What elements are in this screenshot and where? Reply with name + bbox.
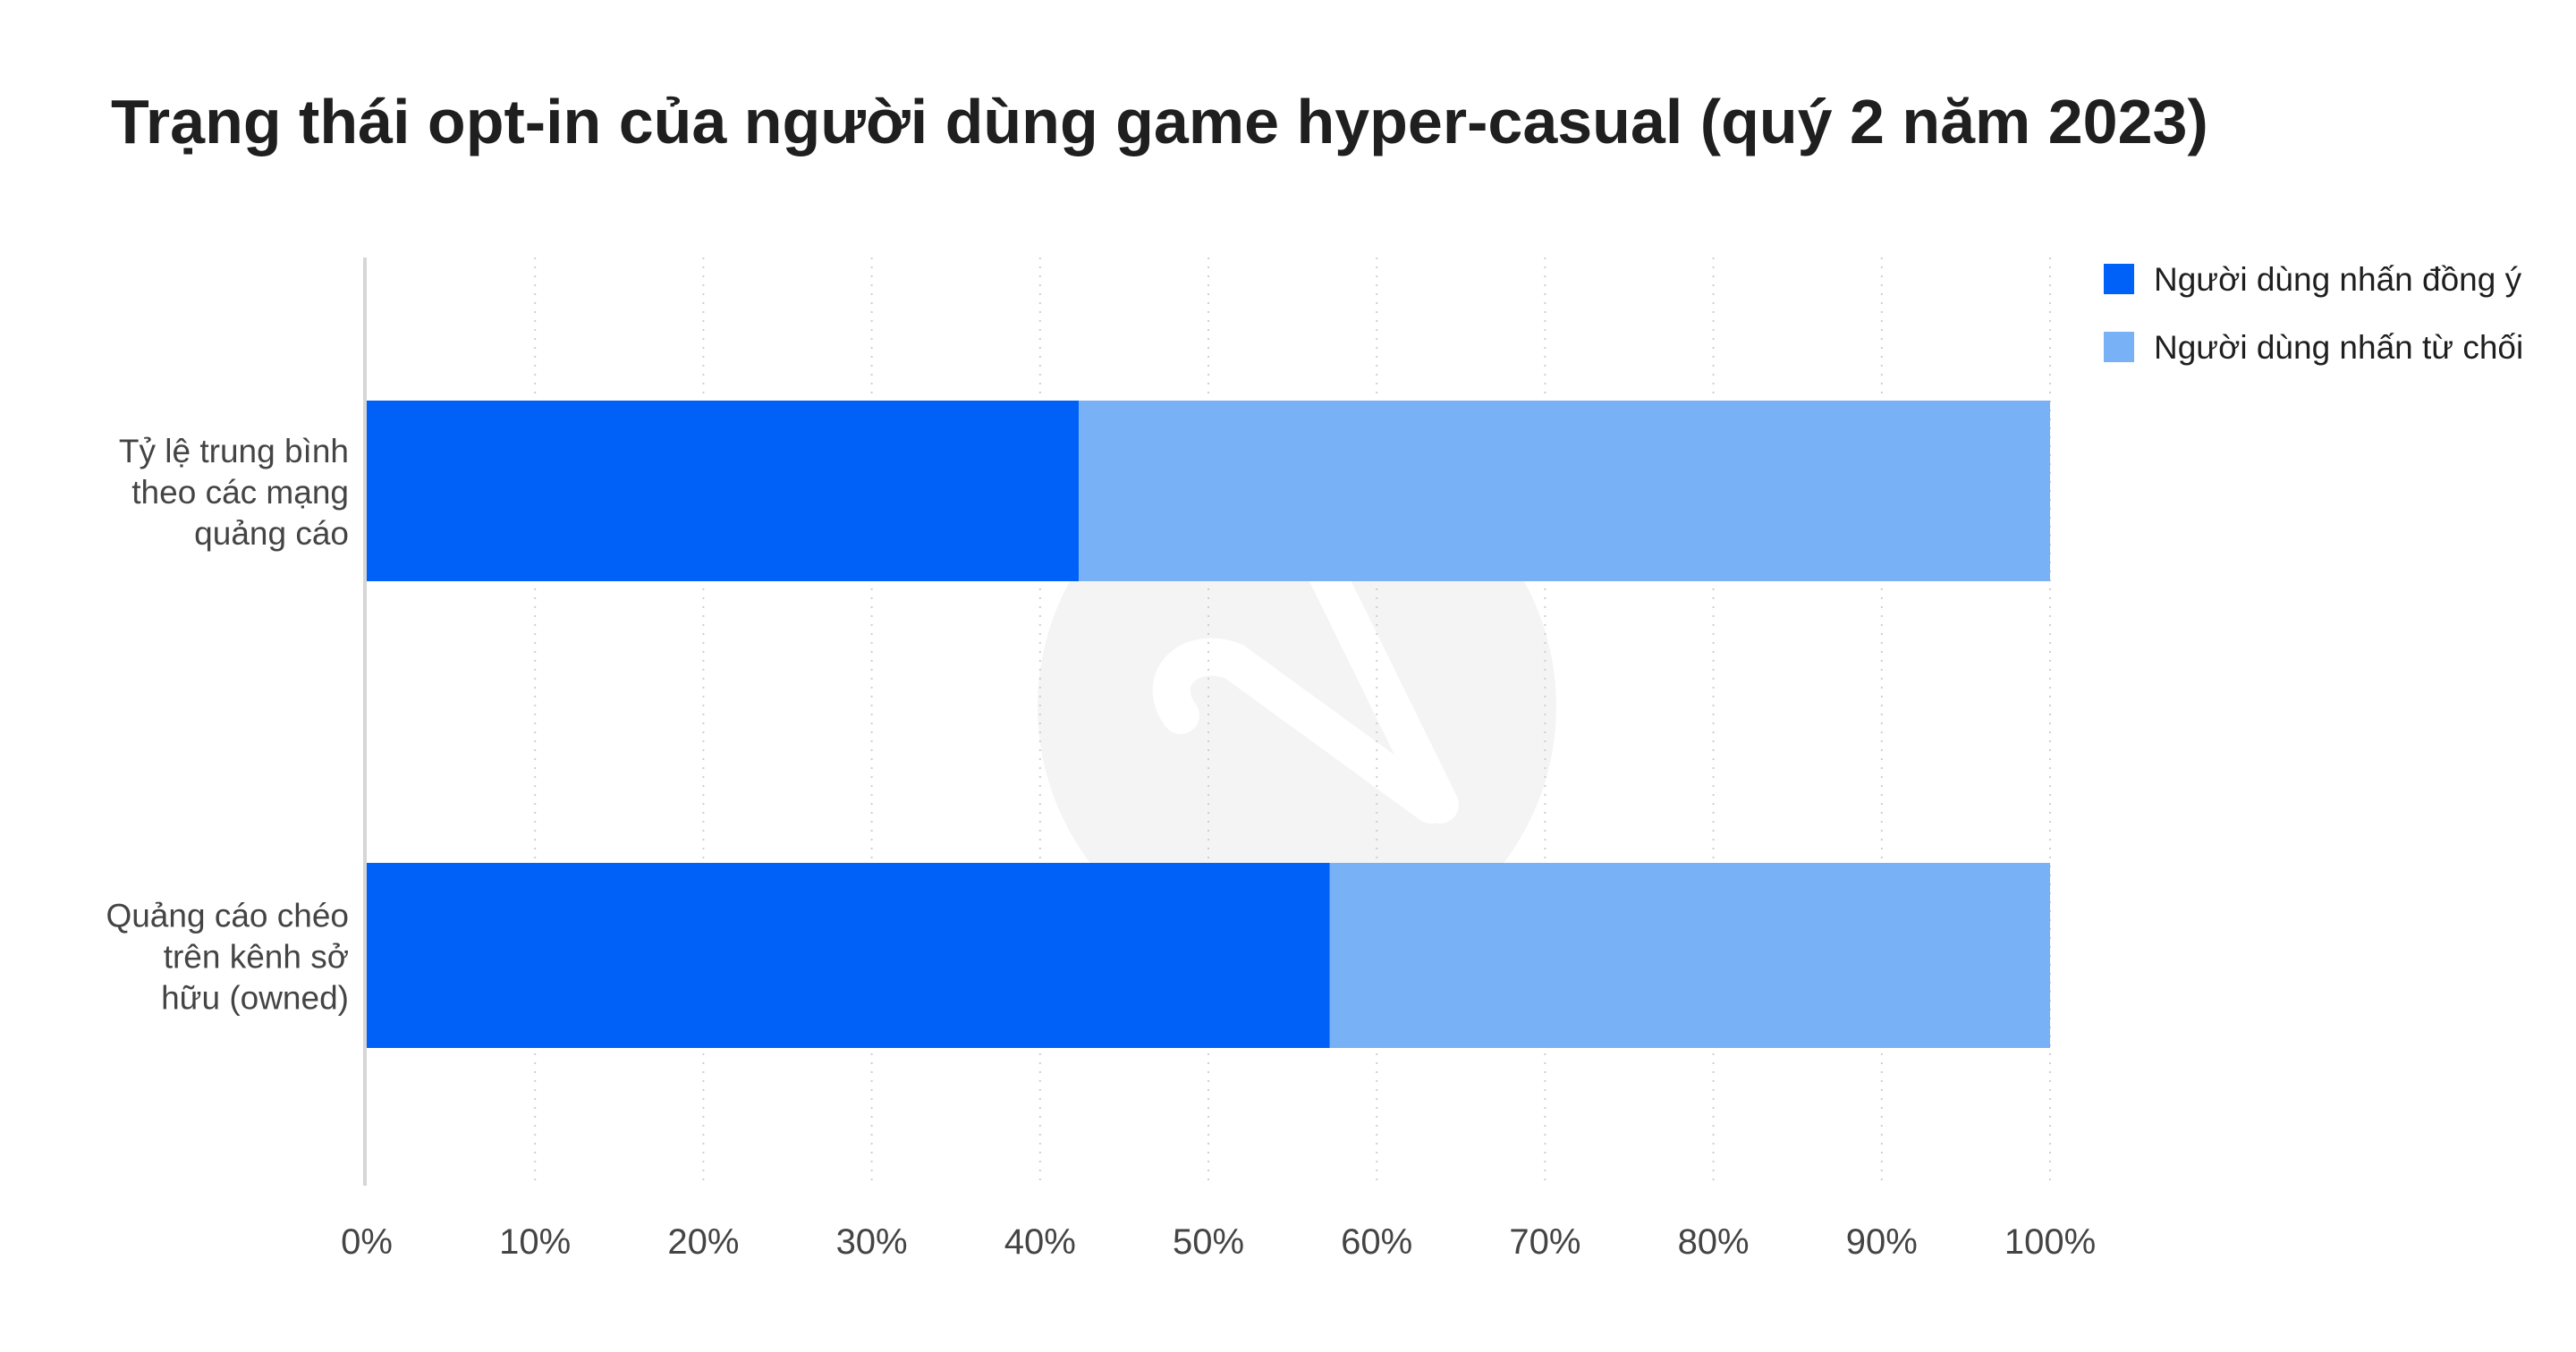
- category-label: quảng cáo: [194, 515, 349, 552]
- chart-title: Trạng thái opt-in của người dùng game hy…: [111, 87, 2208, 156]
- legend-label: Người dùng nhấn đồng ý: [2154, 261, 2522, 298]
- x-tick-label: 90%: [1846, 1222, 1918, 1262]
- legend-swatch: [2104, 264, 2134, 294]
- bar-accept-0: [367, 401, 1080, 581]
- category-label: theo các mạng: [131, 474, 349, 511]
- x-tick-label: 30%: [836, 1222, 908, 1262]
- legend-swatch: [2104, 332, 2134, 362]
- x-tick-label: 50%: [1173, 1222, 1244, 1262]
- bars: [367, 401, 2050, 1048]
- category-label: trên kênh sở: [164, 939, 349, 976]
- category-label: Quảng cáo chéo: [106, 898, 349, 934]
- x-tick-label: 40%: [1004, 1222, 1076, 1262]
- watermark-glyph: [1152, 540, 1459, 824]
- bar-decline-1: [1329, 863, 2050, 1048]
- category-label: Tỷ lệ trung bình: [119, 433, 349, 469]
- x-tick-label: 100%: [2004, 1222, 2096, 1262]
- x-tick-label: 70%: [1509, 1222, 1580, 1262]
- category-labels: Tỷ lệ trung bình theo các mạng quảng cáo Qu…: [106, 433, 349, 1017]
- x-tick-label: 60%: [1341, 1222, 1412, 1262]
- x-tick-label: 80%: [1678, 1222, 1750, 1262]
- x-tick-label: 0%: [341, 1222, 393, 1262]
- legend-label: Người dùng nhấn từ chối: [2154, 329, 2523, 366]
- bar-accept-1: [367, 863, 1330, 1048]
- bar-decline-0: [1079, 401, 2050, 581]
- legend: Người dùng nhấn đồng ý Người dùng nhấn từ…: [2104, 261, 2523, 366]
- x-tick-label: 10%: [499, 1222, 571, 1262]
- category-label: hữu (owned): [161, 980, 349, 1017]
- x-tick-label: 20%: [667, 1222, 739, 1262]
- x-tick-labels: 0% 10% 20% 30% 40% 50% 60% 70% 80% 90% 100%: [341, 1222, 2096, 1262]
